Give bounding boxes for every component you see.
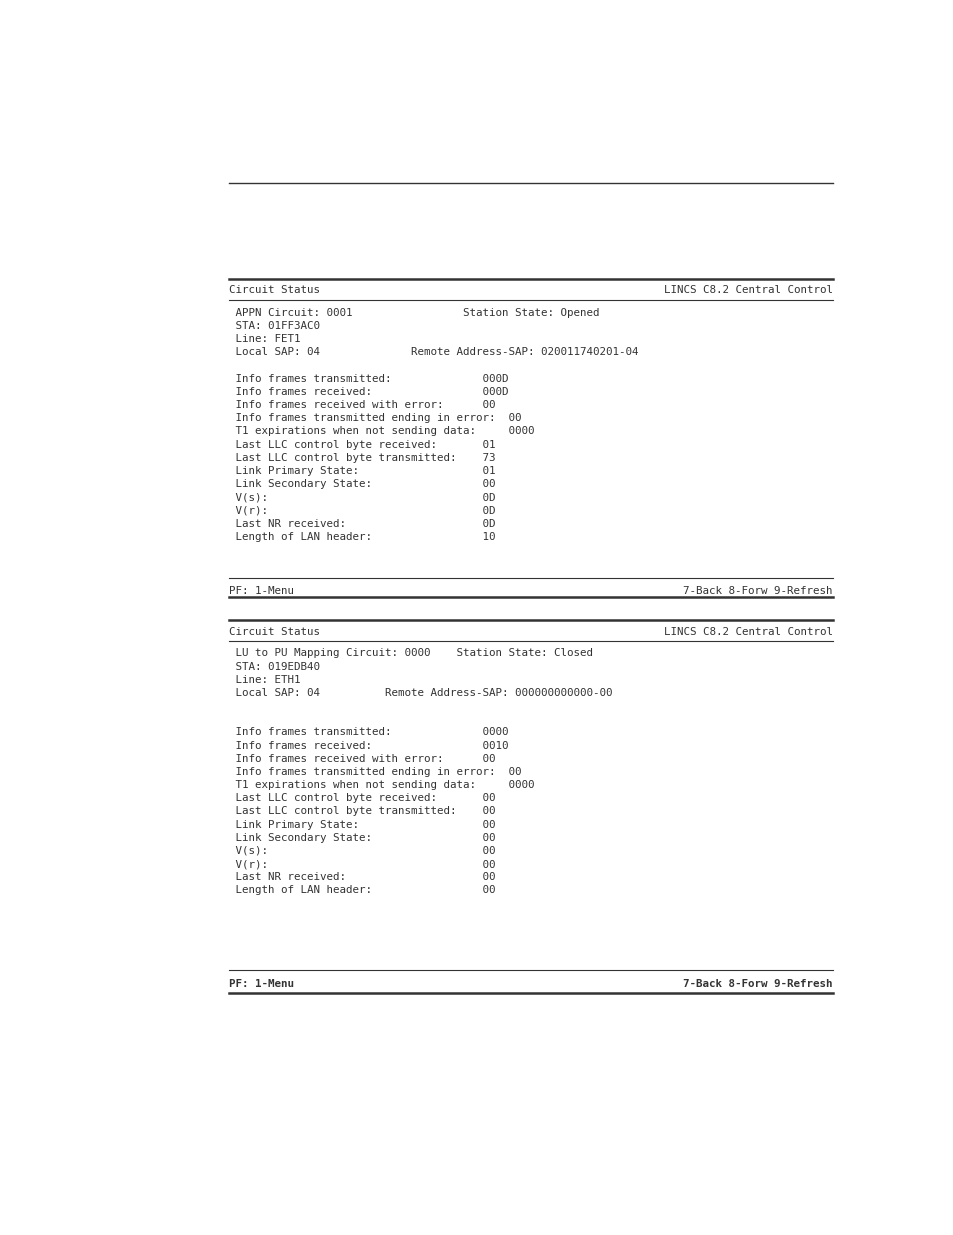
Text: Link Secondary State:                 00: Link Secondary State: 00	[229, 479, 495, 489]
Text: 7-Back 8-Forw 9-Refresh: 7-Back 8-Forw 9-Refresh	[682, 585, 832, 595]
Text: LINCS C8.2 Central Control: LINCS C8.2 Central Control	[663, 626, 832, 636]
Text: Info frames received with error:      00: Info frames received with error: 00	[229, 400, 495, 410]
Text: Length of LAN header:                 00: Length of LAN header: 00	[229, 885, 495, 895]
Text: Last LLC control byte transmitted:    00: Last LLC control byte transmitted: 00	[229, 806, 495, 816]
Text: APPN Circuit: 0001                 Station State: Opened: APPN Circuit: 0001 Station State: Opened	[229, 308, 598, 317]
Text: Local SAP: 04              Remote Address-SAP: 020011740201-04: Local SAP: 04 Remote Address-SAP: 020011…	[229, 347, 638, 357]
Text: T1 expirations when not sending data:     0000: T1 expirations when not sending data: 00…	[229, 426, 534, 436]
Text: Last NR received:                     00: Last NR received: 00	[229, 872, 495, 882]
Text: STA: 019EDB40: STA: 019EDB40	[229, 662, 319, 672]
Text: PF: 1-Menu: PF: 1-Menu	[229, 979, 294, 989]
Text: Last NR received:                     0D: Last NR received: 0D	[229, 519, 495, 529]
Text: Info frames transmitted ending in error:  00: Info frames transmitted ending in error:…	[229, 414, 520, 424]
Text: Info frames received:                 0010: Info frames received: 0010	[229, 741, 508, 751]
Text: Info frames transmitted:              0000: Info frames transmitted: 0000	[229, 727, 508, 737]
Text: Info frames transmitted ending in error:  00: Info frames transmitted ending in error:…	[229, 767, 520, 777]
Text: STA: 01FF3AC0: STA: 01FF3AC0	[229, 321, 319, 331]
Text: Length of LAN header:                 10: Length of LAN header: 10	[229, 532, 495, 542]
Text: V(s):                                 0D: V(s): 0D	[229, 493, 495, 503]
Text: Last LLC control byte received:       00: Last LLC control byte received: 00	[229, 793, 495, 803]
Text: Info frames received with error:      00: Info frames received with error: 00	[229, 753, 495, 763]
Text: Info frames received:                 000D: Info frames received: 000D	[229, 387, 508, 396]
Text: Line: ETH1: Line: ETH1	[229, 674, 300, 684]
Text: Link Primary State:                   00: Link Primary State: 00	[229, 820, 495, 830]
Text: 7-Back 8-Forw 9-Refresh: 7-Back 8-Forw 9-Refresh	[682, 979, 832, 989]
Text: LU to PU Mapping Circuit: 0000    Station State: Closed: LU to PU Mapping Circuit: 0000 Station S…	[229, 648, 592, 658]
Text: Circuit Status: Circuit Status	[229, 626, 319, 636]
Text: Local SAP: 04          Remote Address-SAP: 000000000000-00: Local SAP: 04 Remote Address-SAP: 000000…	[229, 688, 612, 698]
Text: Line: FET1: Line: FET1	[229, 335, 300, 345]
Text: Last LLC control byte transmitted:    73: Last LLC control byte transmitted: 73	[229, 453, 495, 463]
Text: Info frames transmitted:              000D: Info frames transmitted: 000D	[229, 374, 508, 384]
Text: V(r):                                 0D: V(r): 0D	[229, 505, 495, 515]
Text: V(r):                                 00: V(r): 00	[229, 860, 495, 869]
Text: Last LLC control byte received:       01: Last LLC control byte received: 01	[229, 440, 495, 450]
Text: Circuit Status: Circuit Status	[229, 285, 319, 295]
Text: LINCS C8.2 Central Control: LINCS C8.2 Central Control	[663, 285, 832, 295]
Text: PF: 1-Menu: PF: 1-Menu	[229, 585, 294, 595]
Text: Link Primary State:                   01: Link Primary State: 01	[229, 466, 495, 475]
Text: T1 expirations when not sending data:     0000: T1 expirations when not sending data: 00…	[229, 781, 534, 790]
Text: V(s):                                 00: V(s): 00	[229, 846, 495, 856]
Text: Link Secondary State:                 00: Link Secondary State: 00	[229, 832, 495, 842]
